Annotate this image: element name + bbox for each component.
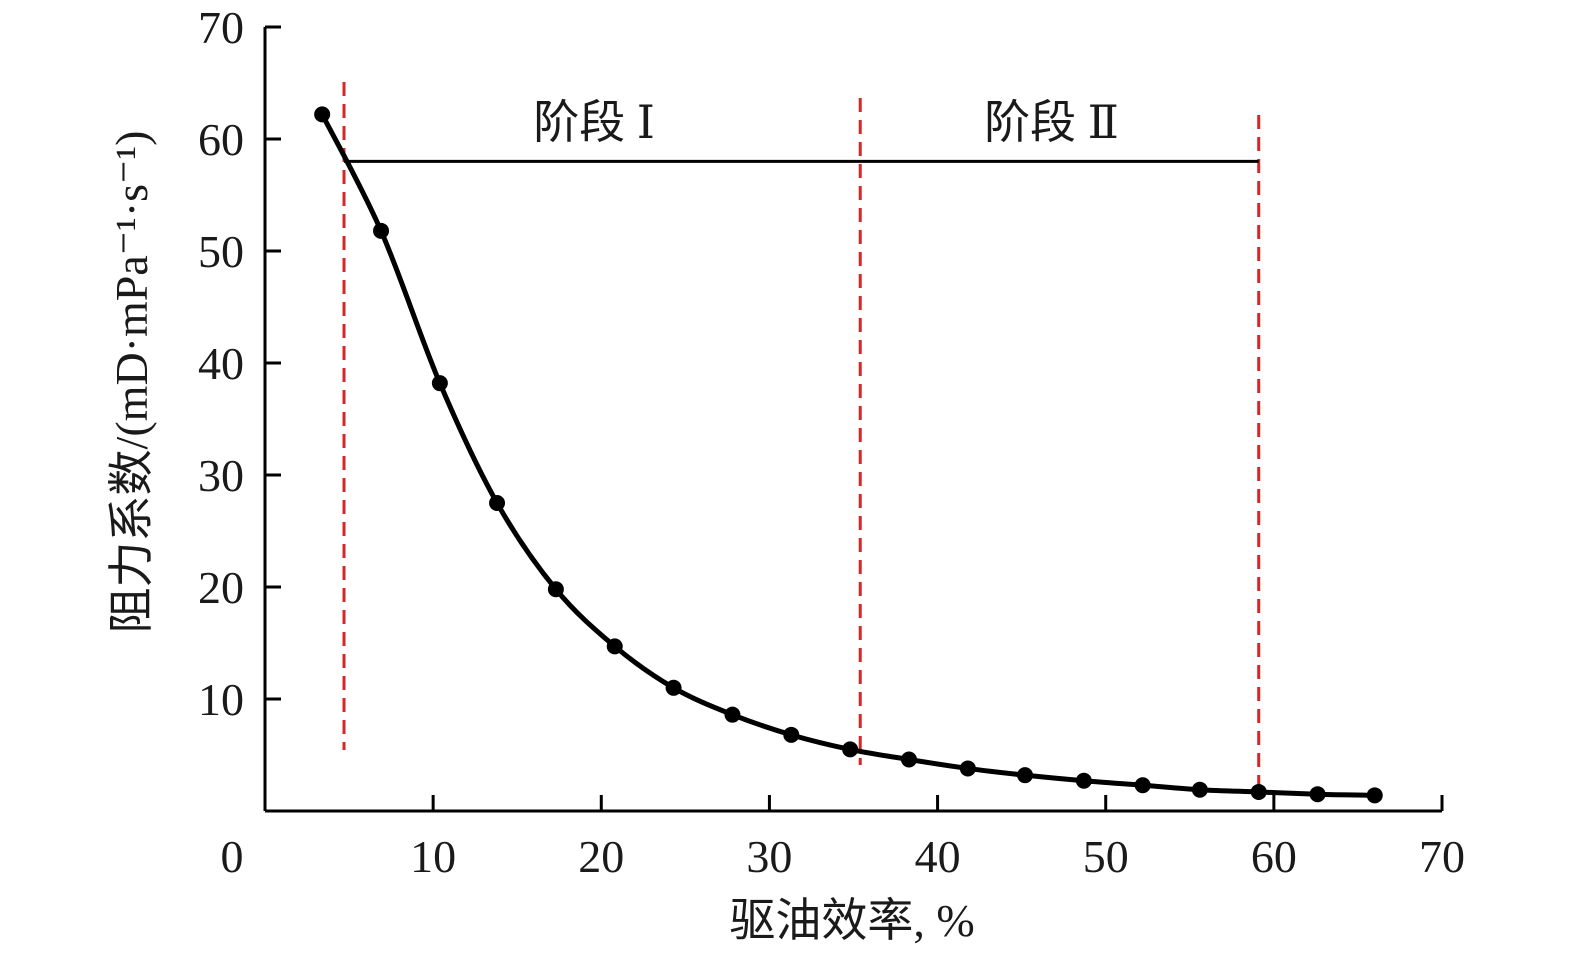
data-point	[314, 106, 331, 123]
data-point	[783, 726, 800, 743]
y-tick-label: 60	[198, 114, 244, 165]
data-point	[724, 706, 741, 723]
data-point	[489, 495, 506, 511]
data-point	[1017, 767, 1034, 784]
data-point	[959, 760, 976, 777]
data-point	[1134, 777, 1151, 794]
series-line	[319, 113, 1375, 798]
data-point	[842, 741, 859, 758]
x-tick-label: 60	[1251, 831, 1297, 882]
axes: 0 10 20 30 40 50 60 70 10 20 30 40 50 60 70	[198, 2, 1465, 882]
x-tick-label: 40	[915, 831, 961, 882]
data-point	[1075, 772, 1092, 789]
y-tick-label: 70	[198, 2, 244, 53]
x-axis-label: 驱油效率, %	[729, 895, 974, 946]
data-point	[1366, 787, 1383, 804]
y-tick-label: 10	[198, 674, 244, 725]
y-axis-label: 阻力系数/(mD·mPa⁻¹·s⁻¹)	[106, 131, 157, 634]
data-point	[547, 581, 564, 598]
stage-label: 阶段 Ⅰ	[533, 97, 655, 148]
data-point	[1250, 783, 1267, 800]
y-tick-label: 20	[198, 562, 244, 613]
y-tick-label: 40	[198, 338, 244, 389]
plot-area	[314, 106, 1383, 804]
data-point	[665, 679, 682, 696]
x-tick-label: 50	[1083, 831, 1129, 882]
x-tick-label: 10	[410, 831, 456, 882]
data-point	[1191, 781, 1208, 798]
annotations: 阶段 Ⅰ 阶段 Ⅱ	[342, 82, 1261, 800]
data-point	[606, 638, 623, 655]
y-tick-label: 30	[198, 450, 244, 501]
stage-label: 阶段 Ⅱ	[984, 97, 1119, 148]
x-tick-label: 70	[1419, 831, 1465, 882]
data-point	[373, 222, 390, 239]
x-tick-label: 0	[221, 831, 244, 882]
data-point	[900, 751, 917, 768]
x-tick-label: 30	[746, 831, 792, 882]
data-point	[431, 375, 448, 392]
data-point	[1309, 786, 1326, 803]
x-tick-label: 20	[578, 831, 624, 882]
y-tick-label: 50	[198, 226, 244, 277]
